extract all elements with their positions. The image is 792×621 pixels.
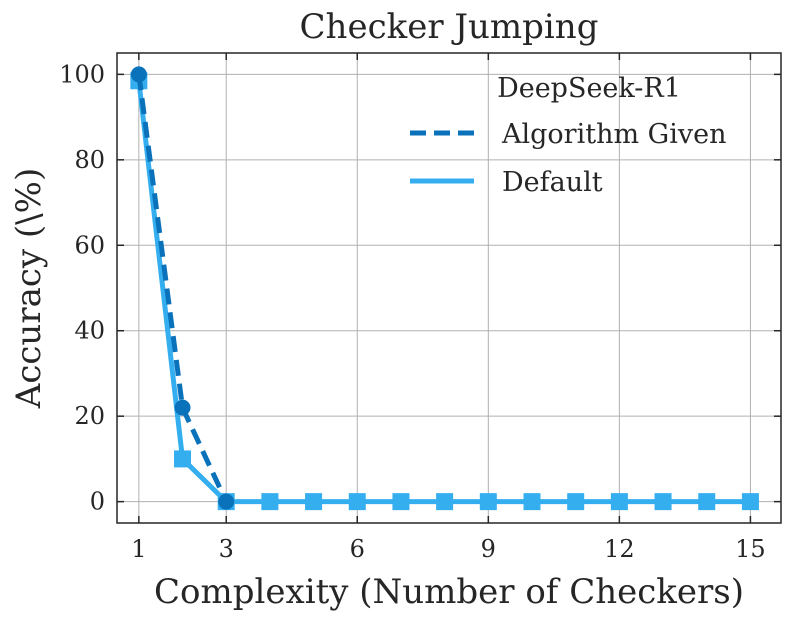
y-tick-label: 40	[74, 317, 105, 345]
data-point	[392, 493, 410, 511]
data-point	[567, 493, 585, 511]
data-point	[174, 399, 191, 416]
series-layer	[130, 66, 759, 511]
data-point	[479, 493, 497, 511]
legend: DeepSeek-R1 Algorithm Given Default	[410, 73, 726, 198]
y-tick-label: 0	[90, 488, 105, 516]
data-point	[523, 493, 541, 511]
data-point	[218, 493, 235, 510]
axis-ticks: 1 3 6 9 12 15 0 20 40 60 80 100	[59, 53, 781, 563]
data-point	[610, 493, 628, 511]
y-tick-label: 80	[74, 146, 105, 174]
x-tick-label: 15	[735, 535, 766, 563]
y-tick-label: 60	[74, 231, 105, 259]
data-point	[698, 493, 716, 511]
x-tick-label: 6	[350, 535, 365, 563]
series-algorithm-given	[130, 66, 235, 510]
plot-frame	[116, 52, 782, 524]
x-tick-label: 1	[131, 535, 146, 563]
data-point	[130, 66, 147, 83]
legend-title: DeepSeek-R1	[497, 73, 681, 104]
data-point	[654, 493, 672, 511]
data-point	[436, 493, 454, 511]
data-point	[348, 493, 366, 511]
y-axis-label: Accuracy (\%)	[9, 168, 49, 409]
legend-label-algorithm-given: Algorithm Given	[501, 119, 726, 150]
data-point	[305, 493, 323, 511]
y-tick-label: 100	[59, 60, 105, 88]
x-axis-label: Complexity (Number of Checkers)	[154, 572, 744, 612]
legend-label-default: Default	[502, 167, 603, 198]
data-point	[261, 493, 279, 511]
y-tick-label: 20	[74, 402, 105, 430]
x-tick-label: 9	[481, 535, 496, 563]
x-tick-label: 3	[219, 535, 234, 563]
data-point	[174, 450, 192, 468]
x-tick-label: 12	[604, 535, 635, 563]
data-point	[741, 493, 759, 511]
chart-title: Checker Jumping	[300, 7, 599, 47]
